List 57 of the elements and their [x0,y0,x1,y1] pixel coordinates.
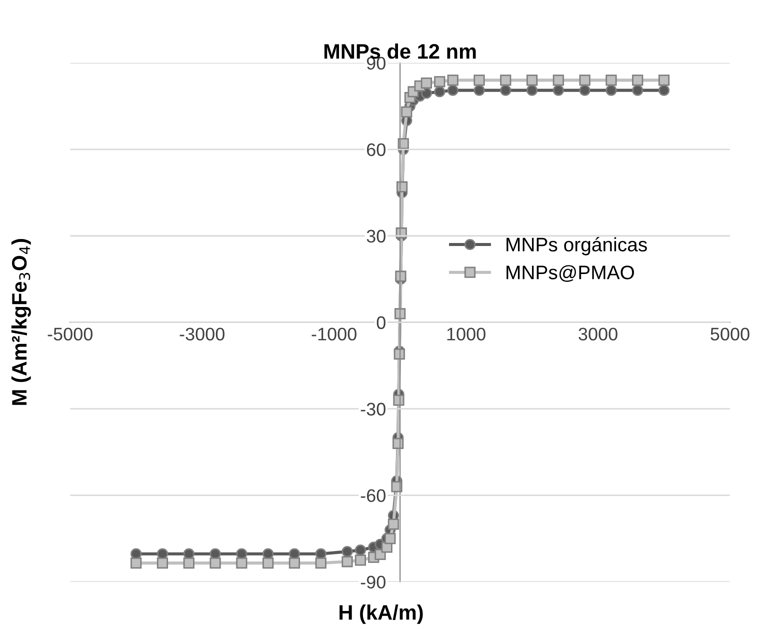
y-tick-label: 0 [376,316,386,330]
point [658,74,670,86]
y-tick-label: 60 [366,143,386,156]
point [156,558,168,569]
point [474,84,485,96]
legend-label: MNPs orgánicas [506,236,647,256]
point [579,84,590,96]
point [354,544,366,556]
point [632,84,644,96]
point [393,394,404,406]
x-tick-label: -5000 [48,328,92,340]
point [606,84,617,96]
point [434,86,446,98]
point [384,533,396,544]
point [606,74,617,86]
point [236,558,248,569]
y-tick-label: 90 [366,56,386,70]
point [354,554,366,566]
x-axis-title: H (kA/m) [340,604,423,624]
point [342,546,353,558]
point [130,558,142,569]
point [447,84,458,96]
y-axis-title: M (Am²/kgFe$_{3}$O$_{4}$) [11,239,31,405]
point [500,74,512,86]
point [526,74,538,86]
point [474,74,485,86]
point [552,84,564,96]
point [392,438,404,449]
point [391,481,402,492]
y-tick-label: -30 [360,402,386,416]
y-tick-label: 30 [366,230,386,243]
x-tick-label: -3000 [180,328,224,340]
x-tick-label: -1000 [312,328,356,340]
point [262,558,274,569]
point [315,558,326,569]
x-tick-label: 5000 [710,328,750,340]
y-tick-label: -90 [360,576,386,589]
point [396,181,408,192]
point [434,76,446,88]
point [183,558,194,569]
x-tick-label: 1000 [447,328,486,340]
point [420,78,432,89]
y-tick-label: -60 [360,489,386,502]
point [632,74,644,86]
point [210,558,221,569]
point [658,84,670,96]
point [388,518,400,530]
point [342,556,353,568]
point [447,74,458,86]
legend-label: MNPs@PMAO [506,265,634,282]
point [579,74,590,86]
point [552,74,564,86]
point [401,106,412,118]
x-tick-label: 3000 [578,328,618,340]
point [288,558,300,569]
point [500,84,512,96]
point [526,84,538,96]
